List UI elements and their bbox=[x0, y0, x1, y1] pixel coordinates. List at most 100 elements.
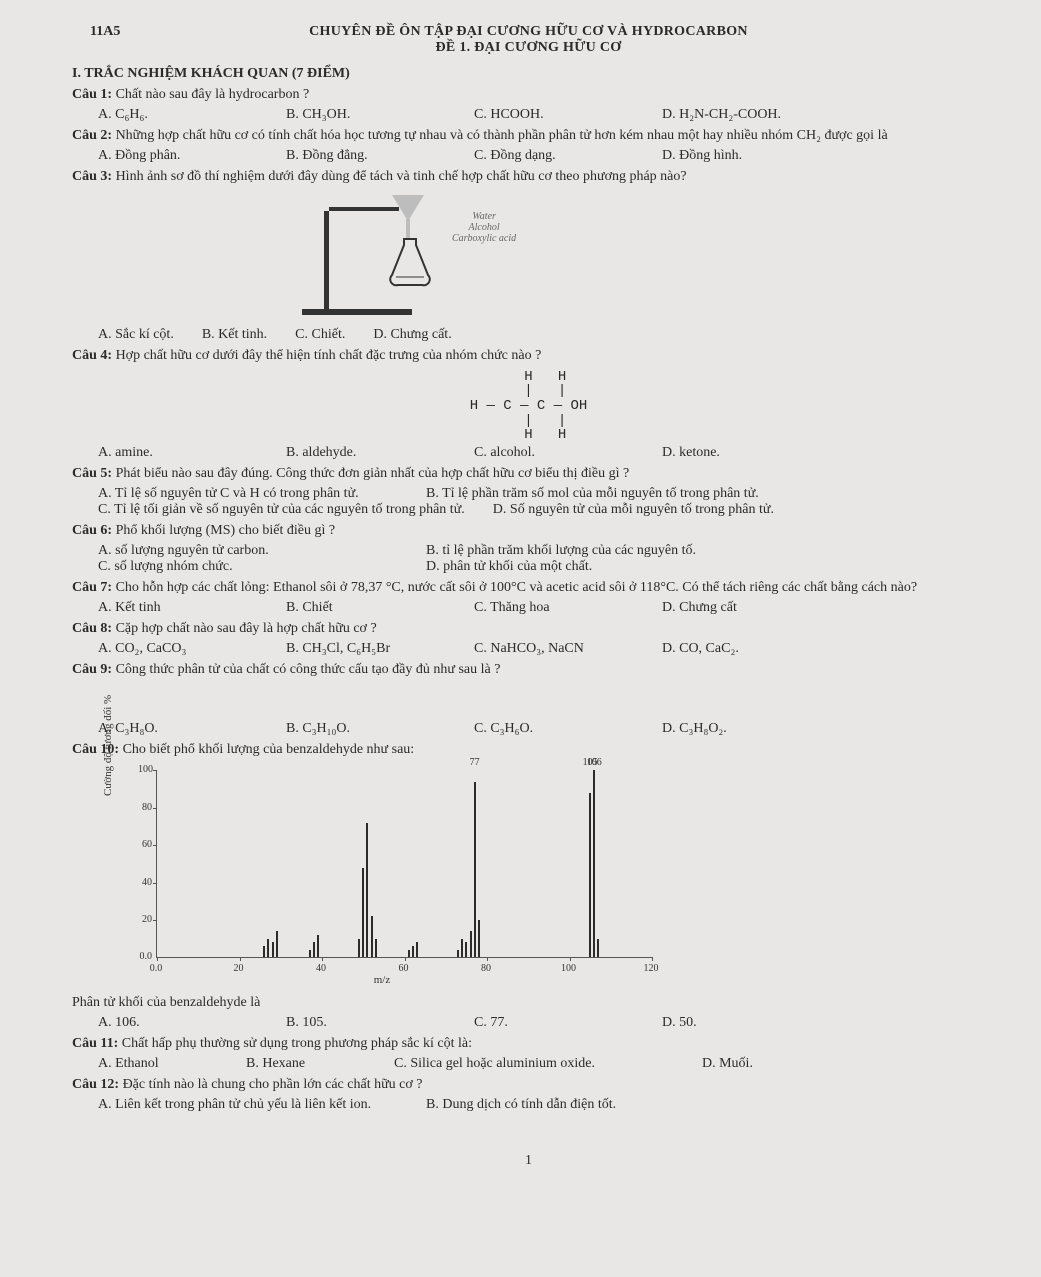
q10-followup: Phân tử khối của benzaldehyde là bbox=[72, 994, 985, 1013]
ms-peak-bar bbox=[461, 939, 463, 958]
apparatus-diagram: Water Alcohol Carboxylic acid bbox=[282, 193, 522, 323]
ms-xtick-mark bbox=[240, 957, 241, 961]
ms-peak-bar bbox=[358, 939, 360, 958]
question-4: Câu 4: Hợp chất hữu cơ dưới đây thể hiện… bbox=[72, 347, 985, 366]
q6-text: Phổ khối lượng (MS) cho biết điều gì ? bbox=[112, 523, 335, 538]
q7-optA: A. Kết tinh bbox=[98, 600, 258, 616]
ms-xtick-mark bbox=[405, 957, 406, 961]
header-line1: CHUYÊN ĐỀ ÔN TẬP ĐẠI CƯƠNG HỮU CƠ VÀ HYD… bbox=[72, 24, 985, 40]
q10-optA: A. 106. bbox=[98, 1015, 258, 1031]
q11-options: A. Ethanol B. Hexane C. Silica gel hoặc … bbox=[98, 1056, 985, 1072]
q4-structure: H H | | H — C — C — OH | | H H bbox=[72, 370, 985, 443]
q3-num: Câu 3: bbox=[72, 169, 112, 184]
ms-xtick-mark bbox=[157, 957, 158, 961]
q9-optC: C. C₃H₆O. bbox=[474, 721, 634, 737]
ms-ytick: 40 bbox=[138, 877, 152, 888]
ms-ytick-mark bbox=[153, 845, 157, 846]
q2-num: Câu 2: bbox=[72, 128, 112, 143]
q9-text: Công thức phân tử của chất có công thức … bbox=[112, 662, 500, 677]
ms-peak-bar bbox=[272, 942, 274, 957]
q11-text: Chất hấp phụ thường sử dụng trong phương… bbox=[118, 1036, 472, 1051]
ms-peak-label: 77 bbox=[470, 757, 480, 768]
q12-optA: A. Liên kết trong phân tử chủ yếu là liê… bbox=[98, 1097, 398, 1113]
q12-optB: B. Dung dịch có tính dẫn điện tốt. bbox=[426, 1097, 726, 1113]
ms-xtick-mark bbox=[322, 957, 323, 961]
ms-peak-bar bbox=[362, 868, 364, 958]
ms-plot-area: 77105106 bbox=[156, 770, 652, 958]
q7-optD: D. Chưng cất bbox=[662, 600, 822, 616]
q6-optC: C. số lượng nhóm chức. bbox=[98, 559, 398, 575]
ms-xtick: 120 bbox=[644, 963, 659, 974]
ms-ytick: 60 bbox=[138, 839, 152, 850]
q5-options: A. Tỉ lệ số nguyên tử C và H có trong ph… bbox=[98, 486, 985, 518]
q5-optD: D. Số nguyên tử của mỗi nguyên tố trong … bbox=[493, 502, 793, 518]
q3-optA: A. Sắc kí cột. bbox=[98, 327, 174, 343]
q1-optB: B. CH₃OH. bbox=[286, 107, 446, 123]
ms-peak-label: 106 bbox=[587, 757, 602, 768]
ms-peak-bar bbox=[317, 935, 319, 957]
ms-peak-bar bbox=[478, 920, 480, 957]
question-6: Câu 6: Phổ khối lượng (MS) cho biết điều… bbox=[72, 522, 985, 541]
q4-optD: D. ketone. bbox=[662, 445, 822, 461]
q6-options: A. số lượng nguyên tử carbon. B. tỉ lệ p… bbox=[98, 543, 985, 575]
question-10: Câu 10: Cho biết phổ khối lượng của benz… bbox=[72, 741, 985, 760]
q9-optB: B. C₃H₁₀O. bbox=[286, 721, 446, 737]
ms-peak-bar bbox=[309, 950, 311, 957]
q2-options: A. Đồng phân. B. Đồng đẳng. C. Đồng dạng… bbox=[98, 148, 985, 164]
ms-xtick-mark bbox=[652, 957, 653, 961]
q5-optB: B. Tỉ lệ phần trăm số mol của mỗi nguyên… bbox=[426, 486, 759, 502]
q8-optD: D. CO, CaC₂. bbox=[662, 641, 822, 657]
q10-text: Cho biết phổ khối lượng của benzaldehyde… bbox=[119, 742, 414, 757]
ms-peak-bar bbox=[313, 942, 315, 957]
ms-xtick: 100 bbox=[561, 963, 576, 974]
q1-num: Câu 1: bbox=[72, 87, 112, 102]
q2-text: Những hợp chất hữu cơ có tính chất hóa h… bbox=[112, 128, 888, 143]
q11-optD: D. Muối. bbox=[702, 1056, 802, 1072]
question-9: Câu 9: Công thức phân tử của chất có côn… bbox=[72, 661, 985, 680]
q6-optA: A. số lượng nguyên tử carbon. bbox=[98, 543, 398, 559]
q9-optD: D. C₃H₈O₂. bbox=[662, 721, 822, 737]
question-5: Câu 5: Phát biểu nào sau đây đúng. Công … bbox=[72, 465, 985, 484]
q3-optC: C. Chiết. bbox=[295, 327, 345, 343]
question-1: Câu 1: Chất nào sau đây là hydrocarbon ? bbox=[72, 86, 985, 105]
ms-xtick: 0.0 bbox=[150, 963, 163, 974]
q3-optD: D. Chưng cất. bbox=[373, 327, 451, 343]
q8-text: Cặp hợp chất nào sau đây là hợp chất hữu… bbox=[112, 621, 377, 636]
q4-optC: C. alcohol. bbox=[474, 445, 634, 461]
ms-xtick-mark bbox=[570, 957, 571, 961]
ms-ytick-mark bbox=[153, 920, 157, 921]
q1-text: Chất nào sau đây là hydrocarbon ? bbox=[112, 87, 309, 102]
ms-peak-bar bbox=[470, 931, 472, 957]
q1-options: A. C₆H₆. B. CH₃OH. C. HCOOH. D. H₂N-CH₂-… bbox=[98, 107, 985, 123]
q7-optB: B. Chiết bbox=[286, 600, 446, 616]
ms-xtick-mark bbox=[487, 957, 488, 961]
ms-xlabel: m/z bbox=[374, 974, 391, 986]
q8-options: A. CO₂, CaCO₃ B. CH₃Cl, C₆H₅Br C. NaHCO₃… bbox=[98, 641, 985, 657]
apparatus-labels: Water Alcohol Carboxylic acid bbox=[452, 211, 516, 244]
question-11: Câu 11: Chất hấp phụ thường sử dụng tron… bbox=[72, 1035, 985, 1054]
q9-options: A. C₃H₈O. B. C₃H₁₀O. C. C₃H₆O. D. C₃H₈O₂… bbox=[98, 721, 985, 737]
q4-options: A. amine. B. aldehyde. C. alcohol. D. ke… bbox=[98, 445, 985, 461]
q1-optA: A. C₆H₆. bbox=[98, 107, 258, 123]
ms-xtick: 20 bbox=[234, 963, 244, 974]
q5-optA: A. Tỉ lệ số nguyên tử C và H có trong ph… bbox=[98, 486, 398, 502]
q11-optC: C. Silica gel hoặc aluminium oxide. bbox=[394, 1056, 674, 1072]
q2-optC: C. Đồng dạng. bbox=[474, 148, 634, 164]
q11-optA: A. Ethanol bbox=[98, 1056, 218, 1072]
ms-xtick: 40 bbox=[316, 963, 326, 974]
q3-options: A. Sắc kí cột. B. Kết tinh. C. Chiết. D.… bbox=[98, 327, 985, 343]
ms-ytick: 100 bbox=[138, 764, 152, 775]
stand-pole-icon bbox=[324, 211, 329, 315]
q6-optD: D. phân tử khối của một chất. bbox=[426, 559, 726, 575]
ms-peak-bar bbox=[408, 950, 410, 957]
q1-optC: C. HCOOH. bbox=[474, 107, 634, 123]
q5-optC: C. Tỉ lệ tối giản về số nguyên tử của cá… bbox=[98, 502, 465, 518]
q10-options: A. 106. B. 105. C. 77. D. 50. bbox=[98, 1015, 985, 1031]
ms-peak-bar bbox=[371, 916, 373, 957]
ms-peak-bar bbox=[474, 782, 476, 958]
q2-optA: A. Đồng phân. bbox=[98, 148, 258, 164]
question-3: Câu 3: Hình ảnh sơ đồ thí nghiệm dưới đâ… bbox=[72, 168, 985, 187]
ms-peak-bar bbox=[263, 946, 265, 957]
ms-peak-bar bbox=[416, 942, 418, 957]
section-title: I. TRẮC NGHIỆM KHÁCH QUAN (7 ĐIỂM) bbox=[72, 66, 985, 82]
